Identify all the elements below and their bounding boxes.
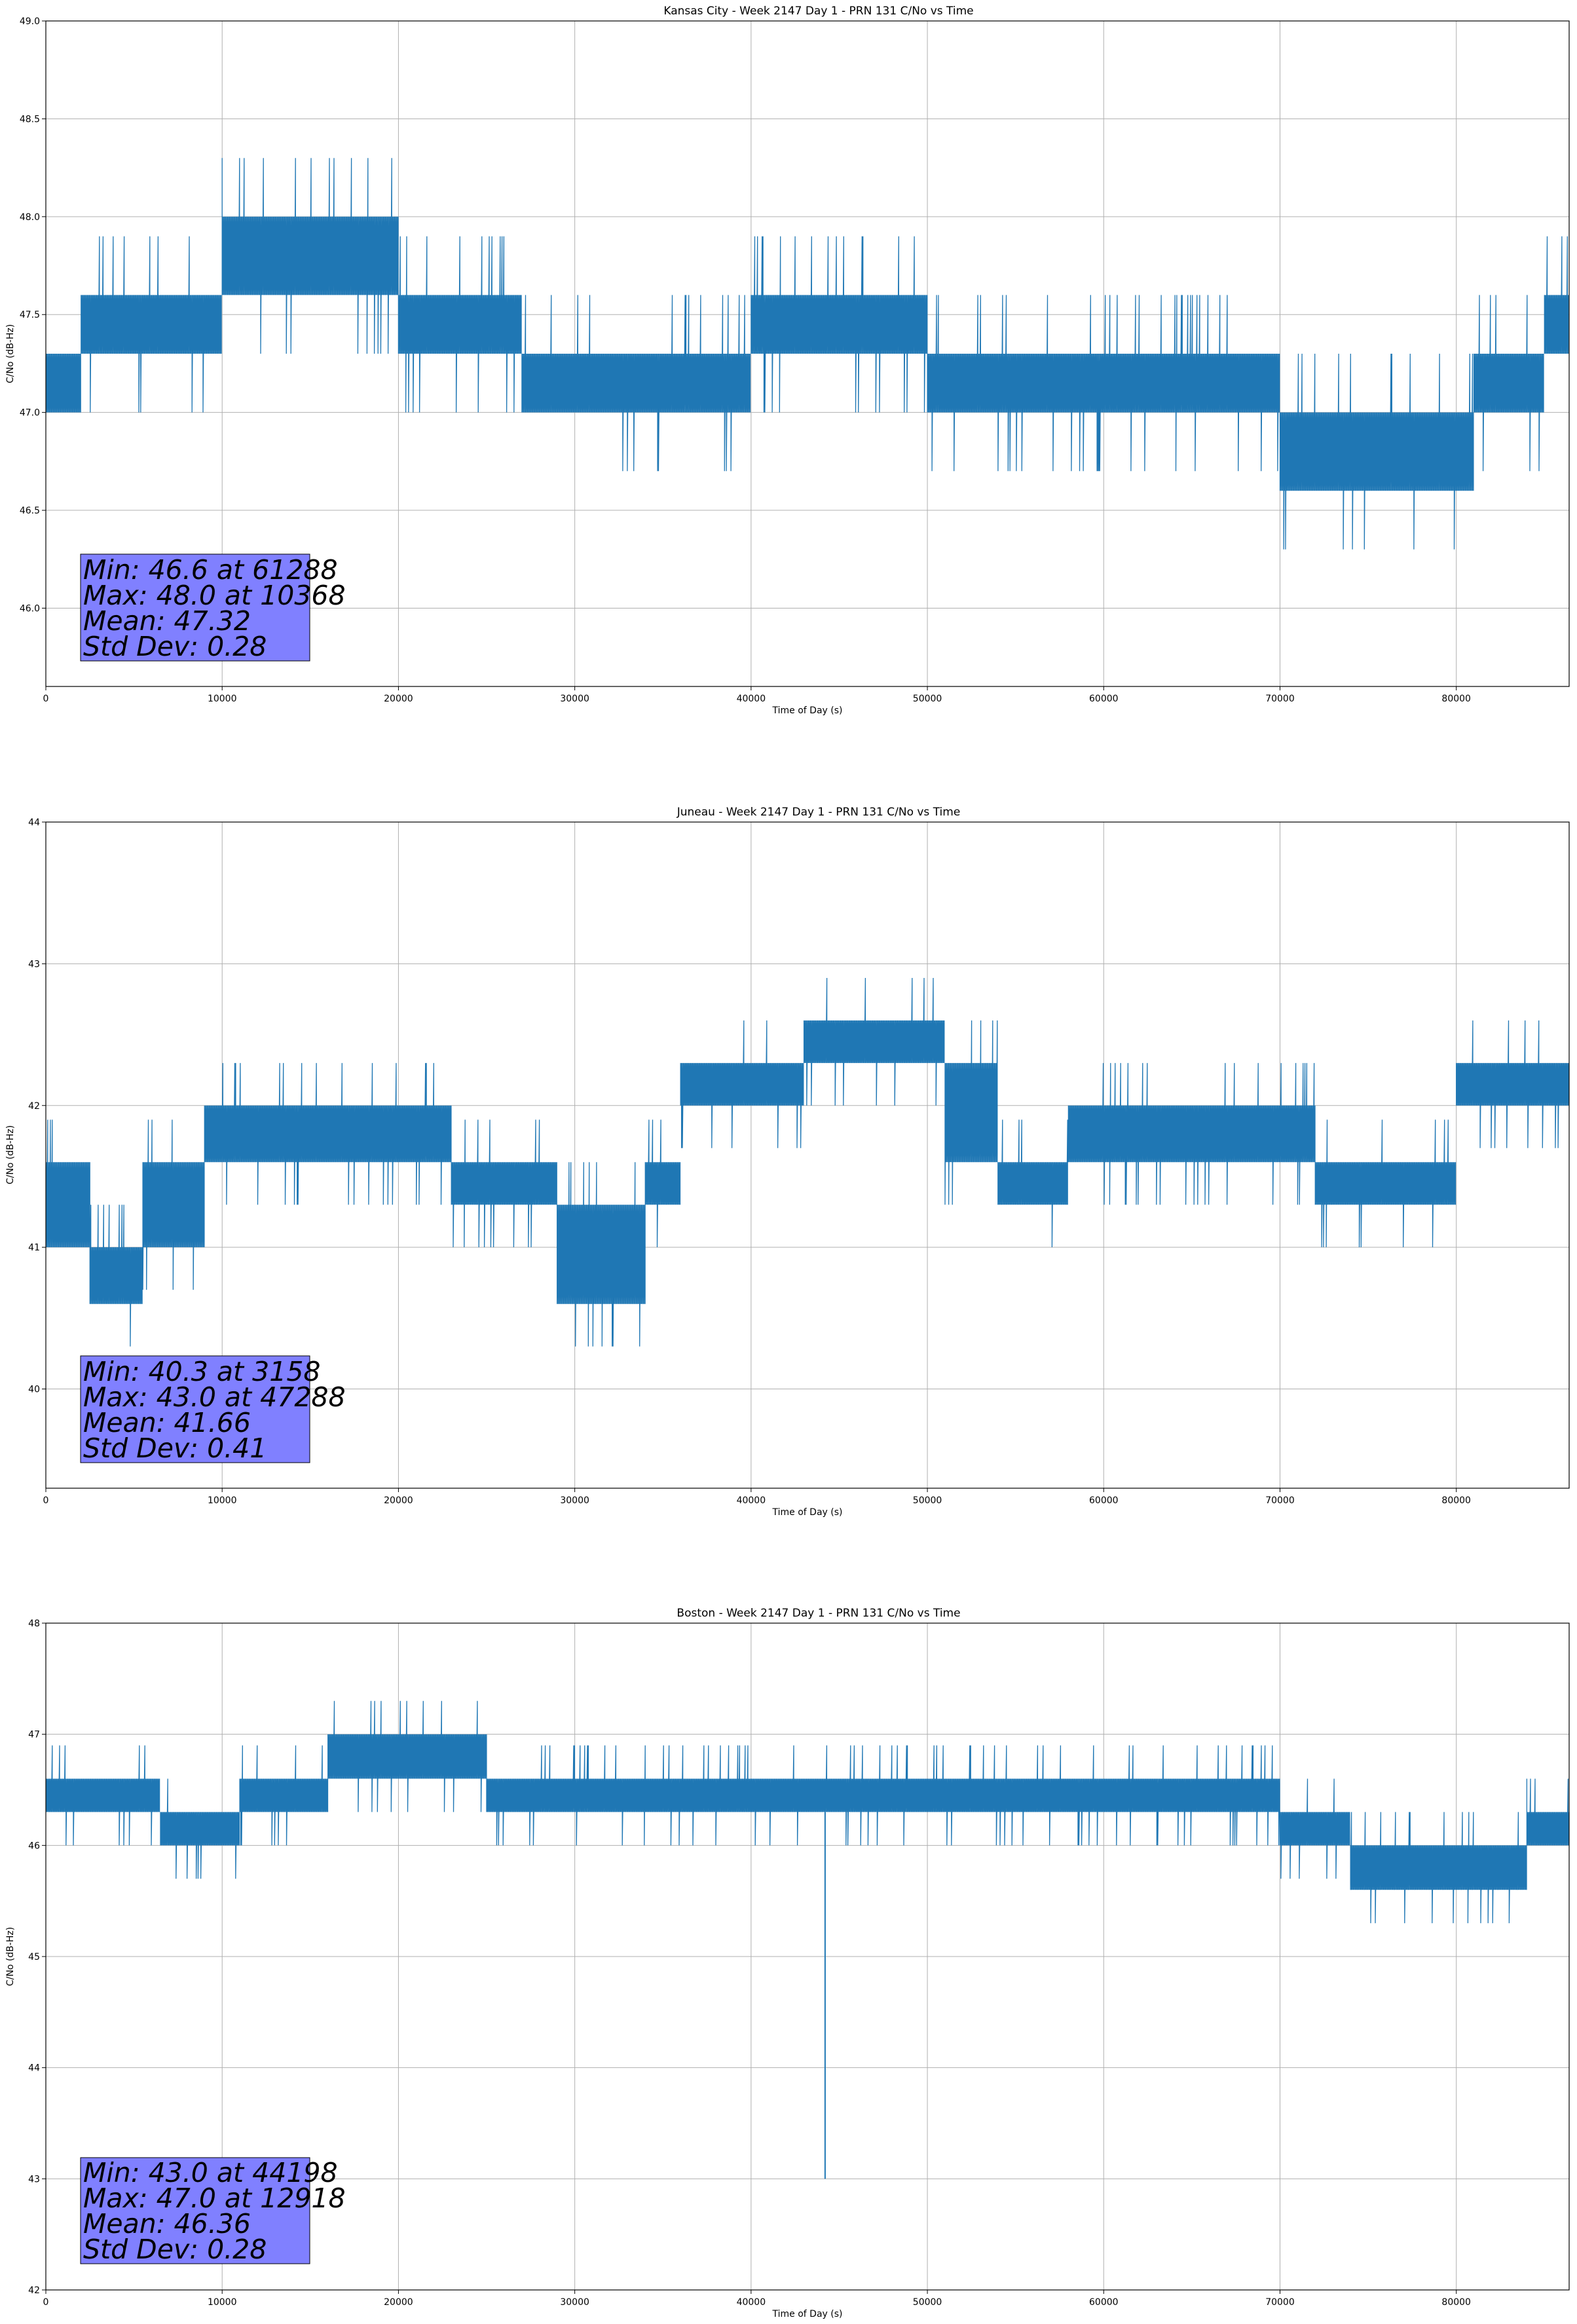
y-tick-label: 46.5 [20,506,40,516]
x-tick-label: 10000 [208,2297,237,2308]
y-tick-label: 46 [28,1841,40,1851]
y-tick-label: 43 [28,2174,40,2184]
y-tick-label: 47.5 [20,310,40,320]
x-axis-label: Time of Day (s) [772,1507,843,1518]
stats-box: Min: 43.0 at 44198 Max: 47.0 at 12918 Me… [80,2157,346,2265]
x-axis-ticks: 0 10000 20000 30000 40000 50000 60000 70000 8000… [43,1488,1471,1506]
plot-frame [45,821,1570,1489]
stat-max: Max: 48.0 at 10368 [83,580,346,611]
y-tick-label: 47.0 [20,408,40,419]
stat-mean: Mean: 41.66 [83,1407,251,1438]
x-tick-label: 50000 [913,2297,942,2308]
y-tick-label: 49.0 [20,16,40,27]
stat-max: Max: 43.0 at 47288 [83,1381,346,1413]
x-tick-label: 80000 [1441,694,1471,704]
y-axis-label: C/No (dB-Hz) [5,324,16,383]
stat-min: Min: 43.0 at 44198 [83,2157,338,2188]
x-tick-label: 60000 [1089,1495,1119,1506]
y-tick-label: 48.0 [20,212,40,223]
chart-panel-boston: Boston - Week 2147 Day 1 - PRN 131 C/No … [5,1607,1570,2319]
x-tick-label: 0 [43,1495,49,1506]
x-tick-label: 20000 [384,1495,413,1506]
stat-min: Min: 40.3 at 3158 [83,1356,321,1387]
x-axis-ticks: 0 10000 20000 30000 40000 50000 60000 70000 8000… [43,686,1471,704]
y-tick-label: 44 [28,2063,40,2074]
y-tick-label: 47 [28,1730,40,1740]
chart-title: Boston - Week 2147 Day 1 - PRN 131 C/No … [677,1607,960,1620]
x-tick-label: 60000 [1089,694,1119,704]
x-tick-label: 70000 [1265,1495,1295,1506]
y-tick-label: 48.5 [20,114,40,124]
x-tick-label: 40000 [737,1495,766,1506]
x-tick-label: 40000 [737,694,766,704]
x-tick-label: 20000 [384,694,413,704]
y-tick-label: 45 [28,1952,40,1962]
y-tick-label: 44 [28,817,40,828]
x-tick-label: 80000 [1441,2297,1471,2308]
x-axis-label: Time of Day (s) [772,705,843,716]
data-series [46,977,1569,1347]
y-axis-label: C/No (dB-Hz) [5,1125,16,1184]
chart-title: Juneau - Week 2147 Day 1 - PRN 131 C/No … [677,806,961,819]
x-axis-label: Time of Day (s) [772,2309,843,2319]
x-tick-label: 10000 [208,1495,237,1506]
y-tick-label: 42 [28,2285,40,2296]
stat-std-dev: Std Dev: 0.28 [83,631,267,662]
plot-frame [45,20,1570,687]
data-series [46,1700,1569,2179]
stat-mean: Mean: 47.32 [83,605,251,637]
x-tick-label: 0 [43,2297,49,2308]
stat-max: Max: 47.0 at 12918 [83,2183,346,2214]
x-tick-label: 80000 [1441,1495,1471,1506]
y-axis-ticks: 46.0 46.5 47.0 47.5 48.0 48.5 49.0 [20,16,46,614]
y-tick-label: 43 [28,959,40,969]
x-axis-ticks: 0 10000 20000 30000 40000 50000 60000 70000 8000… [43,2290,1471,2308]
x-tick-label: 30000 [560,694,589,704]
x-tick-label: 40000 [737,2297,766,2308]
y-axis-ticks: 42 43 44 45 46 47 48 [28,1619,46,2296]
stats-box: Min: 40.3 at 3158 Max: 43.0 at 47288 Mea… [80,1355,346,1464]
stat-std-dev: Std Dev: 0.28 [83,2234,267,2265]
x-tick-label: 60000 [1089,2297,1119,2308]
stat-mean: Mean: 46.36 [83,2208,251,2240]
y-tick-label: 46.0 [20,603,40,614]
grid [46,822,1569,1488]
x-tick-label: 30000 [560,2297,589,2308]
x-tick-label: 50000 [913,694,942,704]
y-tick-label: 48 [28,1619,40,1629]
x-tick-label: 70000 [1265,694,1295,704]
x-tick-label: 20000 [384,2297,413,2308]
chart-title: Kansas City - Week 2147 Day 1 - PRN 131 … [663,5,973,18]
chart-panel-juneau: Juneau - Week 2147 Day 1 - PRN 131 C/No … [5,806,1570,1518]
x-tick-label: 50000 [913,1495,942,1506]
stats-box: Min: 46.6 at 61288 Max: 48.0 at 10368 Me… [80,553,346,662]
stat-min: Min: 46.6 at 61288 [83,554,338,586]
stats-box-background [80,1355,310,1463]
x-tick-label: 30000 [560,1495,589,1506]
y-axis-label: C/No (dB-Hz) [5,1927,16,1986]
x-tick-label: 70000 [1265,2297,1295,2308]
y-tick-label: 42 [28,1101,40,1112]
chart-panel-kansas-city: Kansas City - Week 2147 Day 1 - PRN 131 … [5,5,1570,716]
cno-trace [46,1700,1569,1924]
cno-trace [46,977,1569,1347]
stat-std-dev: Std Dev: 0.41 [83,1433,267,1464]
stats-box-background [80,2157,310,2264]
x-tick-label: 0 [43,694,49,704]
x-tick-label: 10000 [208,694,237,704]
y-axis-ticks: 40 41 42 43 44 [28,817,46,1395]
y-tick-label: 40 [28,1385,40,1395]
cno-trace [46,158,1569,550]
y-tick-label: 41 [28,1243,40,1253]
stats-box-background [80,553,310,662]
data-series [46,158,1569,550]
